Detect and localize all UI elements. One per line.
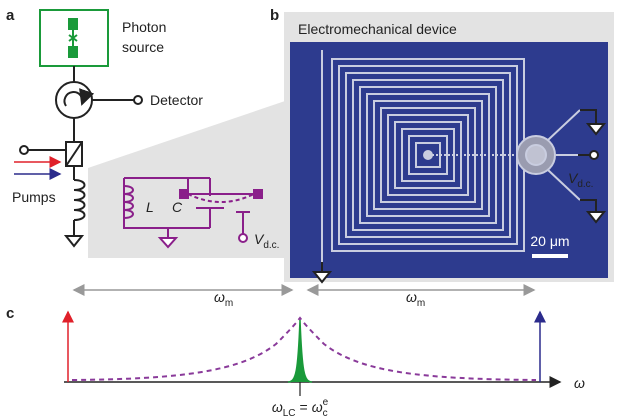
photon-line (288, 320, 312, 382)
panel-label: c (6, 305, 14, 322)
panel-label: b (270, 7, 279, 24)
panel-b: b Electromechanical device Vd.c. 20 μm (270, 7, 608, 282)
superscript: e (323, 397, 329, 408)
symbol: ω (312, 399, 323, 415)
panel-label: a (6, 7, 15, 24)
spacing-label: ωm (406, 289, 425, 309)
subscript: d.c. (577, 179, 593, 190)
subscript: m (225, 298, 233, 309)
subscript: c (323, 408, 328, 418)
spacing-label: ωm (214, 289, 233, 309)
photon-source-box (40, 10, 108, 66)
symbol: ω (406, 289, 417, 305)
scale-bar (532, 254, 568, 258)
center-label: ωLC=ωce (272, 397, 329, 418)
scale-bar-label: 20 μm (530, 233, 569, 249)
detector-label: Detector (150, 92, 203, 108)
subscript: d.c. (263, 240, 279, 251)
symbol: ω (272, 399, 283, 415)
photon-source-label: source (122, 39, 164, 55)
equals: = (300, 399, 308, 415)
photon-source-label: Photon (122, 19, 166, 35)
capacitor-label: C (172, 199, 183, 215)
pump-arrows (14, 162, 60, 174)
figure: a Photon source Detector (0, 0, 620, 418)
panel-c: c ω ωm ωm ωLC=ωce (6, 289, 585, 418)
axis-label: ω (574, 375, 585, 391)
subscript: LC (283, 408, 296, 418)
panel-title: Electromechanical device (298, 21, 457, 37)
pumps-label: Pumps (12, 189, 56, 205)
inductor-label: L (146, 199, 154, 215)
symbol: ω (214, 289, 225, 305)
subscript: m (417, 298, 425, 309)
